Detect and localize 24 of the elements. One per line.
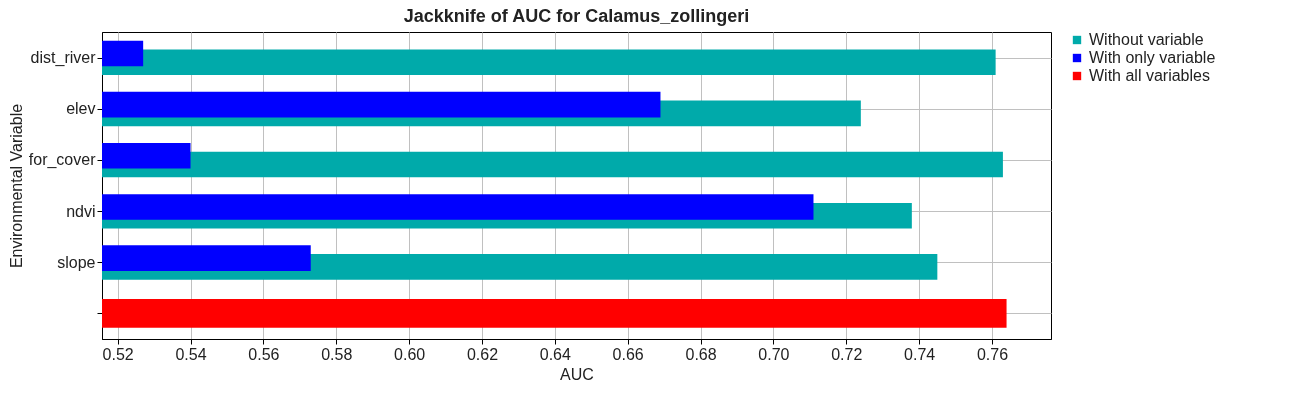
legend-label: With only variable (1089, 49, 1216, 66)
x-tick-label: 0.70 (758, 345, 790, 363)
y-axis-title: Environmental Variable (7, 103, 25, 269)
x-tick-label: 0.58 (321, 345, 353, 363)
x-tick-label: 0.76 (976, 345, 1009, 363)
x-axis-title: AUC (560, 365, 594, 383)
y-tick-label: dist_river (30, 49, 97, 68)
legend-label: With all variables (1089, 67, 1210, 84)
y-tick-label: elev (66, 100, 96, 118)
y-tick-label: for_cover (28, 151, 97, 170)
x-tick-label: 0.60 (394, 345, 426, 363)
x-tick-label: 0.54 (175, 345, 207, 363)
x-tick-label: 0.68 (685, 345, 717, 363)
x-tick-label: 0.56 (248, 345, 280, 363)
x-tick-label: 0.52 (102, 345, 134, 363)
x-tick-label: 0.74 (904, 345, 936, 363)
y-tick-label: ndvi (66, 202, 96, 220)
x-tick-label: 0.66 (612, 345, 644, 363)
legend-label: Without variable (1089, 31, 1204, 48)
x-tick-label: 0.72 (831, 345, 863, 363)
chart-title: Jackknife of AUC for Calamus_zollingeri (403, 6, 750, 26)
x-tick-label: 0.64 (539, 345, 571, 363)
x-tick-label: 0.62 (466, 345, 499, 363)
y-tick-label: slope (57, 253, 96, 271)
